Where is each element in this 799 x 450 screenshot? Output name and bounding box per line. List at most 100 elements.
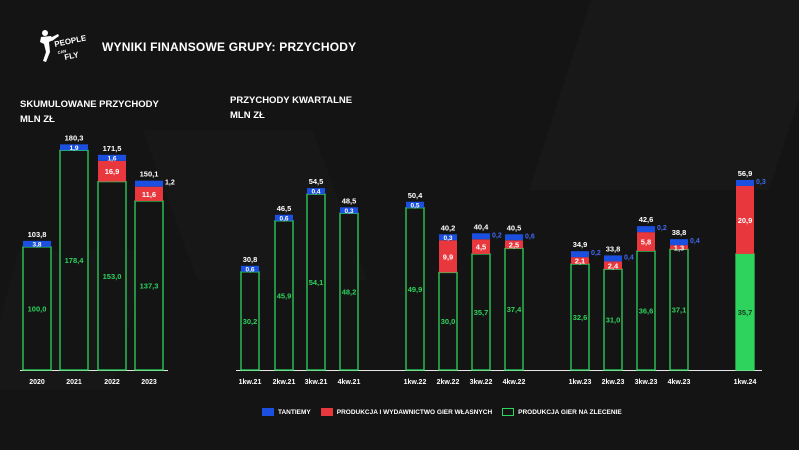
- total-label: 40,2: [441, 223, 456, 232]
- data-label-tantiemy: 0,3: [443, 235, 452, 242]
- data-label-produkcja-wlasna: 5,8: [641, 238, 651, 247]
- annual-chart-subtitle: MLN ZŁ: [20, 114, 55, 125]
- data-label-tantiemy: 0,3: [344, 208, 353, 215]
- bar-segment-produkcja-wlasna: [736, 185, 754, 254]
- legend-item-produkcja-wlasna: PRODUKCJA I WYDAWNICTWO GIER WŁASNYCH: [320, 408, 493, 416]
- data-label-tantiemy: 0,2: [591, 250, 601, 257]
- data-label-zlecenie: 37,1: [672, 306, 687, 315]
- data-label-tantiemy: 0,3: [756, 179, 766, 186]
- legend: TANTIEMY PRODUKCJA I WYDAWNICTWO GIER WŁ…: [262, 408, 632, 416]
- data-label-tantiemy: 0,2: [492, 232, 502, 239]
- category-label: 4kw.23: [668, 379, 691, 386]
- total-label: 180,3: [65, 133, 84, 142]
- total-label: 40,4: [474, 222, 489, 231]
- data-label-produkcja-wlasna: 2,5: [509, 240, 519, 249]
- bar-segment-tantiemy: [670, 239, 688, 246]
- category-label: 2021: [66, 379, 82, 386]
- category-label: 2020: [29, 379, 45, 386]
- bar-segment-tantiemy: [340, 207, 358, 214]
- bar-segment-produkcja-wlasna: [670, 245, 688, 250]
- total-label: 50,4: [408, 191, 423, 200]
- bar-segment-tantiemy: [307, 188, 325, 195]
- data-label-zlecenie: 31,0: [606, 316, 621, 325]
- bar-segment-tantiemy: [241, 265, 259, 272]
- data-label-produkcja-wlasna: 1,3: [674, 243, 684, 252]
- category-label: 3kw.22: [470, 379, 493, 386]
- annual-chart-title: SKUMULOWANE PRZYCHODY MLN ZŁ: [20, 97, 159, 127]
- legend-swatch-tantiemy: [262, 408, 274, 416]
- bar-segment-tantiemy: [439, 234, 457, 241]
- quarterly-chart-title-text: PRZYCHODY KWARTALNE: [230, 95, 353, 106]
- category-label: 3kw.21: [305, 379, 328, 386]
- data-label-tantiemy: 0,4: [690, 238, 700, 245]
- total-label: 30,8: [243, 255, 258, 264]
- category-label: 3kw.23: [635, 379, 658, 386]
- total-label: 103,8: [28, 230, 47, 239]
- annual-chart-title-text: SKUMULOWANE PRZYCHODY: [20, 99, 159, 110]
- total-label: 150,1: [140, 170, 159, 179]
- total-label: 33,8: [606, 244, 621, 253]
- data-label-tantiemy: 0,6: [525, 233, 535, 240]
- data-label-produkcja-wlasna: 9,9: [443, 252, 453, 261]
- total-label: 38,8: [672, 228, 687, 237]
- data-label-zlecenie: 48,2: [342, 288, 357, 297]
- data-label-tantiemy: 0,2: [657, 225, 667, 232]
- data-label-tantiemy: 3,8: [32, 241, 41, 248]
- data-label-produkcja-wlasna: 2,1: [575, 257, 585, 266]
- total-label: 42,6: [639, 215, 654, 224]
- bar-segment-tantiemy: [571, 251, 589, 258]
- category-label: 2kw.22: [437, 379, 460, 386]
- legend-label-zlecenie: PRODUKCJA GIER NA ZLECENIE: [518, 408, 622, 416]
- legend-swatch-zlecenie: [502, 408, 515, 416]
- data-label-produkcja-wlasna: 4,5: [476, 243, 486, 252]
- bar-segment-tantiemy: [604, 255, 622, 262]
- total-label: 54,5: [309, 177, 324, 186]
- data-label-produkcja-wlasna: 2,4: [608, 261, 619, 270]
- data-label-zlecenie: 30,0: [441, 317, 456, 326]
- bar-segment-produkcja-wlasna: [637, 232, 655, 252]
- logo-text-fly: FLY: [64, 50, 81, 62]
- category-label: 4kw.21: [338, 379, 361, 386]
- total-label: 40,5: [507, 223, 522, 232]
- total-label: 34,9: [573, 240, 588, 249]
- legend-item-tantiemy: TANTIEMY: [262, 408, 311, 416]
- category-label: 1kw.23: [569, 379, 592, 386]
- total-label: 46,5: [277, 204, 292, 213]
- data-label-zlecenie: 37,4: [507, 305, 522, 314]
- legend-label-produkcja-wlasna: PRODUKCJA I WYDAWNICTWO GIER WŁASNYCH: [336, 408, 493, 416]
- category-label: 2kw.21: [273, 379, 296, 386]
- bar-segment-tantiemy: [406, 201, 424, 208]
- bar-segment-tantiemy: [23, 240, 51, 247]
- bar-segment-tantiemy: [472, 233, 490, 240]
- data-label-zlecenie: 35,7: [474, 308, 489, 317]
- total-label: 48,5: [342, 196, 357, 205]
- quarterly-chart-subtitle: MLN ZŁ: [230, 110, 265, 121]
- bar-segment-produkcja-wlasna: [135, 186, 163, 201]
- bar-segment-produkcja-wlasna: [571, 257, 589, 265]
- data-label-tantiemy: 0,6: [279, 215, 288, 222]
- data-label-zlecenie: 137,3: [140, 281, 159, 290]
- data-label-zlecenie: 54,1: [309, 278, 324, 287]
- people-can-fly-logo: PEOPLE CAN FLY: [40, 30, 86, 62]
- data-label-zlecenie: 30,2: [243, 317, 258, 326]
- data-label-zlecenie: 49,9: [408, 285, 423, 294]
- data-label-zlecenie: 36,6: [639, 307, 654, 316]
- data-label-tantiemy: 0,4: [624, 254, 634, 261]
- bar-segment-tantiemy: [736, 179, 754, 186]
- total-label: 56,9: [738, 169, 753, 178]
- category-label: 4kw.22: [503, 379, 526, 386]
- bar-segment-produkcja-wlasna: [98, 160, 126, 182]
- data-label-produkcja-wlasna: 11,6: [142, 190, 156, 199]
- data-label-tantiemy: 1,9: [69, 145, 78, 152]
- bar-segment-produkcja-wlasna: [472, 239, 490, 254]
- data-label-tantiemy: 0,4: [311, 189, 320, 196]
- data-label-tantiemy: 1,6: [107, 155, 116, 162]
- data-label-zlecenie: 178,4: [65, 256, 85, 265]
- data-label-produkcja-wlasna: 20,9: [738, 216, 753, 225]
- category-label: 1kw.24: [734, 379, 757, 386]
- data-label-zlecenie: 35,7: [738, 308, 753, 317]
- legend-label-tantiemy: TANTIEMY: [278, 408, 311, 416]
- logo-text-can: CAN: [57, 48, 67, 55]
- data-label-tantiemy: 1,2: [165, 180, 175, 187]
- total-label: 171,5: [103, 144, 122, 153]
